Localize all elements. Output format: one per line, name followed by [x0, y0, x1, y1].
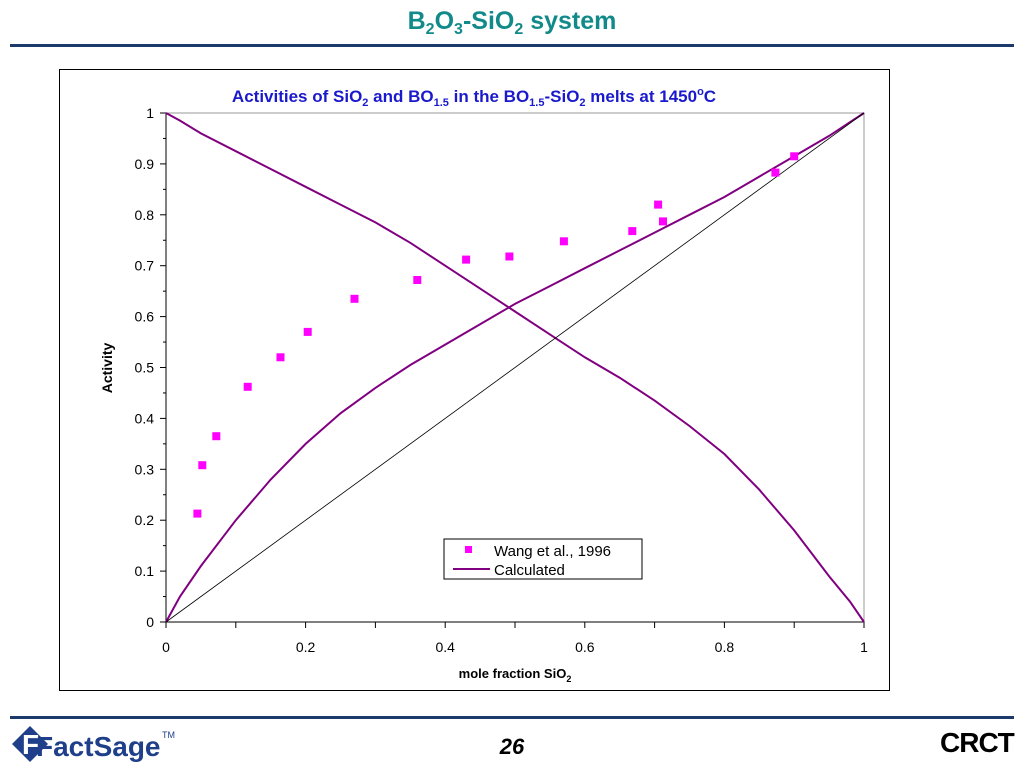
header-divider	[10, 44, 1014, 47]
data-point-wang	[559, 237, 568, 246]
legend-label-wang: Wang et al., 1996	[494, 543, 611, 560]
crct-logo-text: CRCT	[940, 727, 1015, 758]
y-tick-label: 0.6	[135, 309, 155, 325]
x-tick-label: 0.4	[435, 639, 455, 655]
page-number: 26	[499, 734, 525, 759]
title-subscript: 2	[514, 21, 524, 38]
title-part: O	[434, 7, 455, 35]
ideal-diagonal-line	[165, 112, 865, 623]
x-axis-label: mole fraction SiO2	[459, 666, 572, 684]
y-tick-label: 0.4	[135, 410, 155, 426]
legend-label-calculated: Calculated	[494, 562, 565, 579]
y-tick-label: 0.7	[135, 258, 155, 274]
y-tick-label: 0.1	[135, 563, 155, 579]
data-point-wang	[198, 461, 207, 470]
factsage-tm: TM	[162, 730, 175, 740]
y-tick-label: 0.3	[135, 461, 155, 477]
data-point-wang	[350, 294, 359, 303]
title-subscript: 2	[425, 21, 435, 38]
data-point-wang	[303, 327, 312, 336]
y-axis-label: Activity	[99, 343, 115, 394]
data-point-wang	[790, 152, 799, 161]
chart-frame: Activities of SiO2 and BO1.5 in the BO1.…	[59, 69, 890, 691]
data-point-wang	[505, 252, 514, 261]
calculated-curve-asio2	[165, 112, 865, 623]
data-point-wang	[462, 255, 471, 264]
data-point-wang	[212, 432, 221, 441]
activity-chart: Activities of SiO2 and BO1.5 in the BO1.…	[99, 86, 868, 684]
data-point-wang	[276, 353, 285, 362]
footer-divider	[10, 716, 1014, 719]
x-tick-label: 0.2	[296, 639, 316, 655]
title-part: system	[523, 7, 617, 35]
svg-text:F: F	[22, 729, 39, 760]
legend-box	[443, 538, 643, 580]
data-point-wang	[413, 276, 422, 284]
data-point-wang	[771, 168, 780, 177]
calculated-curve-abo1-5	[165, 112, 865, 623]
data-point-wang	[628, 227, 637, 236]
y-tick-label: 0.8	[135, 207, 155, 223]
y-tick-label: 0.2	[135, 512, 155, 528]
data-point-wang	[659, 217, 667, 226]
factsage-logo-mark	[12, 726, 48, 762]
data-point-wang	[193, 509, 202, 518]
chart-title: Activities of SiO2 and BO1.5 in the BO1.…	[232, 86, 716, 109]
title-subscript: 3	[454, 21, 463, 38]
legend: Wang et al., 1996 Calculated	[443, 538, 643, 580]
crct-logo: CRCT	[940, 727, 1016, 758]
data-point-wang	[243, 382, 252, 391]
x-tick-label: 1	[860, 639, 868, 655]
y-tick-label: 1	[146, 105, 154, 121]
y-tick-label: 0.5	[135, 360, 155, 376]
slide-title: B2O3-SiO2 system	[0, 6, 1024, 38]
title-part: B	[407, 7, 426, 35]
x-tick-label: 0.8	[715, 639, 735, 655]
title-part: -SiO	[462, 7, 515, 35]
y-tick-label: 0.9	[135, 156, 155, 172]
factsage-logo: F FactSage TM	[12, 726, 175, 762]
data-point-wang	[654, 200, 663, 209]
factsage-logo-text: FactSage	[36, 731, 161, 762]
x-tick-label: 0	[162, 639, 170, 655]
y-tick-label: 0	[146, 614, 154, 630]
x-tick-label: 0.6	[575, 639, 595, 655]
legend-marker-points	[465, 546, 472, 553]
